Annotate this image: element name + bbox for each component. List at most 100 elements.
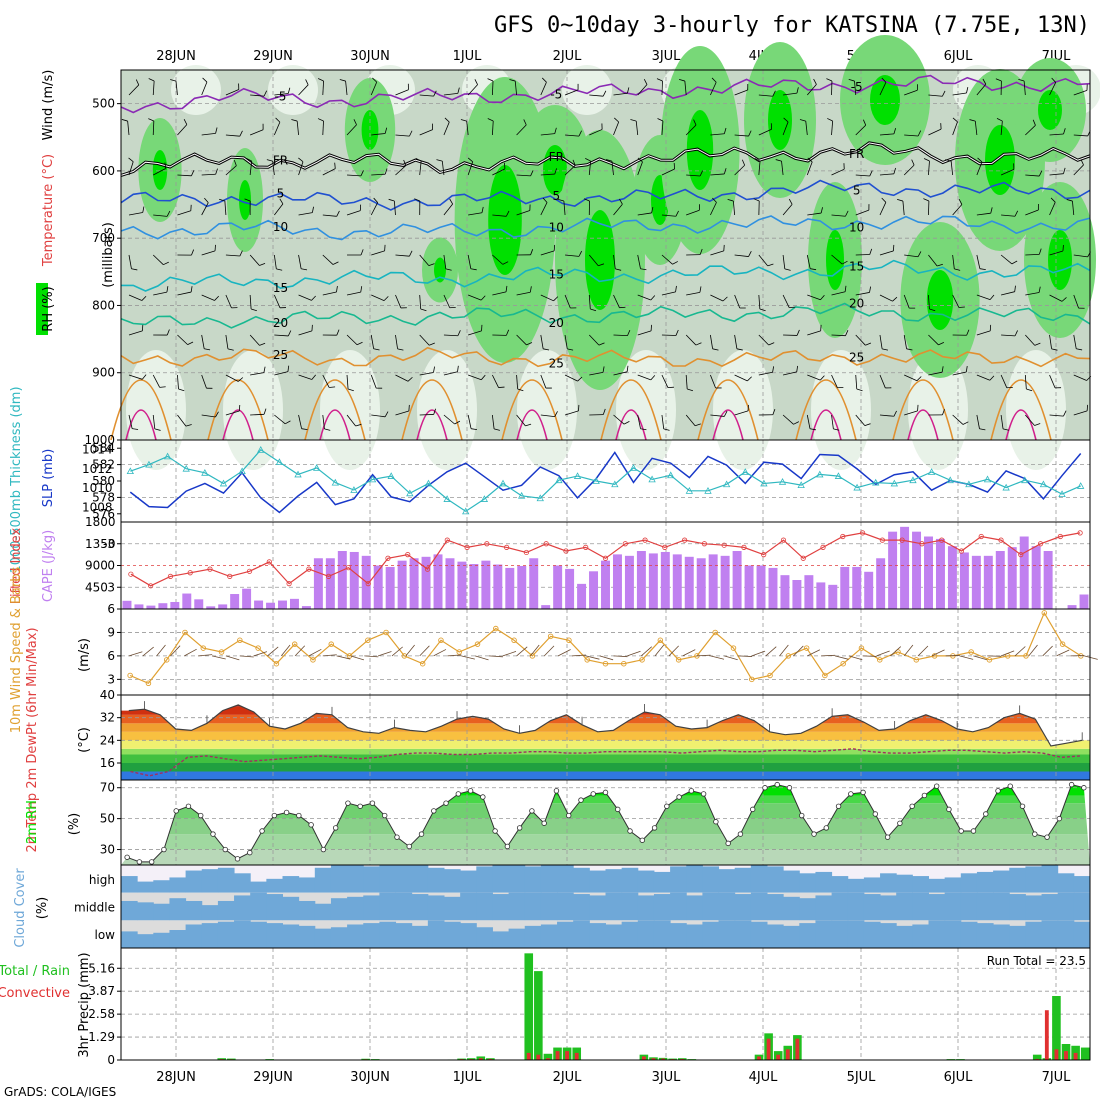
- rh-point: [921, 792, 928, 799]
- cape-bar: [1031, 546, 1041, 609]
- wind-barb: [516, 174, 531, 177]
- rh-point: [725, 840, 731, 847]
- wind-barb: [152, 120, 155, 136]
- thickness-point: [387, 472, 395, 479]
- wind-barb-flag: [259, 342, 266, 346]
- rh-point: [664, 803, 670, 809]
- cape-bar: [194, 599, 204, 609]
- cloud-bar-middle: [605, 892, 623, 921]
- precip-conv-label: Convective: [0, 986, 70, 1001]
- wind-barb-flag: [279, 198, 284, 205]
- cape-bar: [134, 604, 144, 609]
- cape-bar: [301, 606, 311, 609]
- wind-barb: [902, 201, 905, 216]
- cloud-bar-low: [153, 932, 170, 948]
- wind-barb: [855, 292, 870, 296]
- cloud-bar-middle: [863, 894, 881, 921]
- cloud-bar-high: [363, 866, 380, 893]
- wind-barb: [152, 374, 161, 388]
- wind-barb: [928, 334, 939, 346]
- cloud-bar-high: [250, 881, 267, 893]
- wind-barb-flag: [768, 342, 775, 346]
- thickness-point: [667, 471, 675, 479]
- wind-barb: [710, 173, 725, 176]
- wind-barb: [613, 254, 616, 269]
- isotherm-label: 10: [549, 220, 564, 234]
- wind-barb: [564, 374, 578, 382]
- wind-barb: [782, 414, 794, 425]
- wind10-barb: [821, 654, 836, 657]
- rh-point: [970, 828, 977, 834]
- cape-bar: [983, 555, 993, 609]
- wind-barb: [565, 134, 580, 137]
- thickness-point: [685, 487, 694, 494]
- wind10-barb: [156, 644, 166, 657]
- cloud-bar-low: [1041, 920, 1059, 948]
- rh-saturated-patch: [152, 150, 168, 190]
- wind-barb: [225, 374, 239, 382]
- wind-barb: [928, 254, 938, 267]
- wind-barb-flag: [845, 210, 849, 217]
- wind-barb-flag: [917, 251, 922, 257]
- wind-barb-flag: [614, 117, 619, 123]
- wind-barb-flag: [759, 308, 766, 312]
- isotherm-label: 20: [273, 316, 288, 330]
- thickness-point: [965, 480, 973, 488]
- isotherm-35-loop: [712, 409, 744, 441]
- wind-barb: [296, 121, 299, 136]
- li-point: [998, 537, 1004, 543]
- wind-barb-flag: [1080, 159, 1084, 166]
- rh-point: [700, 791, 707, 797]
- wind-barb-flag: [301, 268, 308, 271]
- cloud-bar-high: [686, 865, 703, 893]
- wind-barb: [806, 414, 811, 429]
- cloud-bar-low: [573, 920, 590, 948]
- wind-barb: [467, 414, 472, 429]
- cloud-bar-low: [298, 925, 316, 948]
- wind-barb-flag: [772, 408, 776, 415]
- thickness-point: [853, 483, 861, 491]
- wind-barb: [904, 410, 918, 416]
- cloud-bar-low: [960, 921, 978, 948]
- thickness-point: [257, 446, 265, 453]
- cloud-bar-low: [185, 924, 203, 948]
- rh-point: [357, 803, 363, 809]
- precip-total-bar: [534, 971, 543, 1060]
- wind-barb-flag: [311, 206, 314, 213]
- cloud-bar-low: [508, 928, 526, 948]
- wind-barb: [782, 294, 790, 308]
- wind-barb-flag: [1014, 285, 1016, 292]
- li-point: [543, 541, 549, 547]
- wind-barb: [274, 203, 284, 216]
- rh-dry-patch: [517, 350, 577, 470]
- wind-barb: [225, 254, 240, 257]
- cape-bar: [385, 566, 395, 609]
- cloud-bar-high: [1073, 876, 1091, 893]
- cape-bar: [242, 588, 252, 609]
- wind-barb-flag: [287, 330, 292, 337]
- wind-barb-flag: [509, 79, 516, 82]
- cloud-bar-middle: [799, 898, 816, 921]
- wind-barb-flag: [748, 251, 752, 257]
- wind-barb: [1001, 334, 1016, 337]
- cloud-bar-low: [718, 920, 736, 948]
- rh-point: [345, 800, 351, 806]
- rh-dry-patch: [713, 350, 773, 470]
- wind-barb-flag: [336, 286, 338, 293]
- rh-dry-patch: [223, 350, 283, 470]
- cloud-bar-high: [589, 870, 606, 893]
- wind-barb: [371, 294, 385, 302]
- cloud-bar-middle: [540, 892, 558, 921]
- wind10-point: [474, 641, 481, 647]
- wind-barb: [201, 294, 215, 301]
- thickness-point: [760, 479, 768, 487]
- wind-barb-flag: [334, 162, 336, 169]
- wind-barb: [928, 94, 943, 97]
- li-point: [800, 555, 806, 561]
- thickness-point: [648, 475, 656, 483]
- dewpoint-line: [130, 748, 1081, 777]
- cloud-bar-high: [1009, 867, 1026, 893]
- cloud-bar-middle: [411, 894, 429, 921]
- wind-barb-flag: [784, 268, 791, 271]
- wind-barb: [322, 168, 336, 176]
